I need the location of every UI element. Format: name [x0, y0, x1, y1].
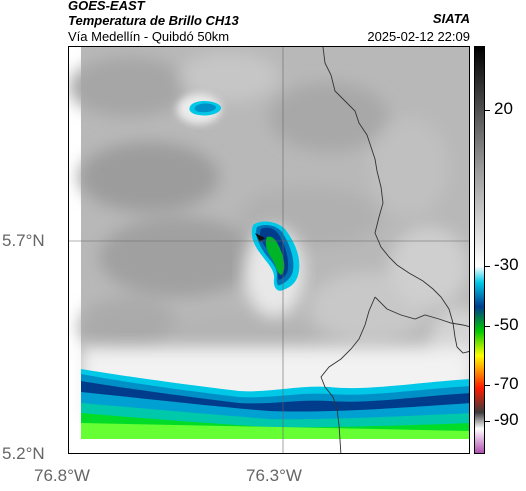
satellite-title: GOES-EAST	[68, 0, 145, 13]
lon-label-76-3: 76.3°W	[246, 466, 302, 485]
colorbar-tick	[485, 421, 490, 422]
edge-strip	[69, 47, 81, 453]
country-border	[322, 47, 458, 348]
colorbar-label: -50	[494, 315, 519, 334]
border-east	[456, 346, 469, 354]
product-title: Temperatura de Brillo CH13	[68, 13, 239, 28]
colorbar-label: 20	[494, 99, 513, 118]
department-border	[320, 296, 376, 453]
lat-label-5-7: 5.7°N	[2, 231, 45, 250]
colorbar-label: -30	[494, 255, 519, 274]
map-panel	[68, 46, 470, 454]
satellite-map	[69, 47, 469, 453]
bottom-strip	[69, 439, 469, 453]
datetime-label: 2025-02-12 22:09	[367, 29, 470, 44]
cloud-cell-north	[189, 101, 222, 116]
lon-label-76-8: 76.8°W	[34, 466, 90, 485]
colorbar-tick	[485, 385, 490, 386]
lat-label-5-2: 5.2°N	[2, 444, 45, 463]
colorbar-tick	[485, 326, 490, 327]
route-label: Vía Medellín - Quibdó 50km	[68, 29, 230, 44]
cold-band-south	[81, 369, 469, 439]
colorbar-label: -70	[494, 374, 519, 393]
colorbar-tick	[485, 110, 490, 111]
colorbar-label: -90	[494, 410, 519, 429]
agency-label: SIATA	[432, 11, 470, 26]
colorbar-tick	[485, 266, 490, 267]
colorbar	[474, 46, 485, 454]
storm-cell-central	[251, 221, 300, 291]
municipal-border	[374, 296, 469, 327]
